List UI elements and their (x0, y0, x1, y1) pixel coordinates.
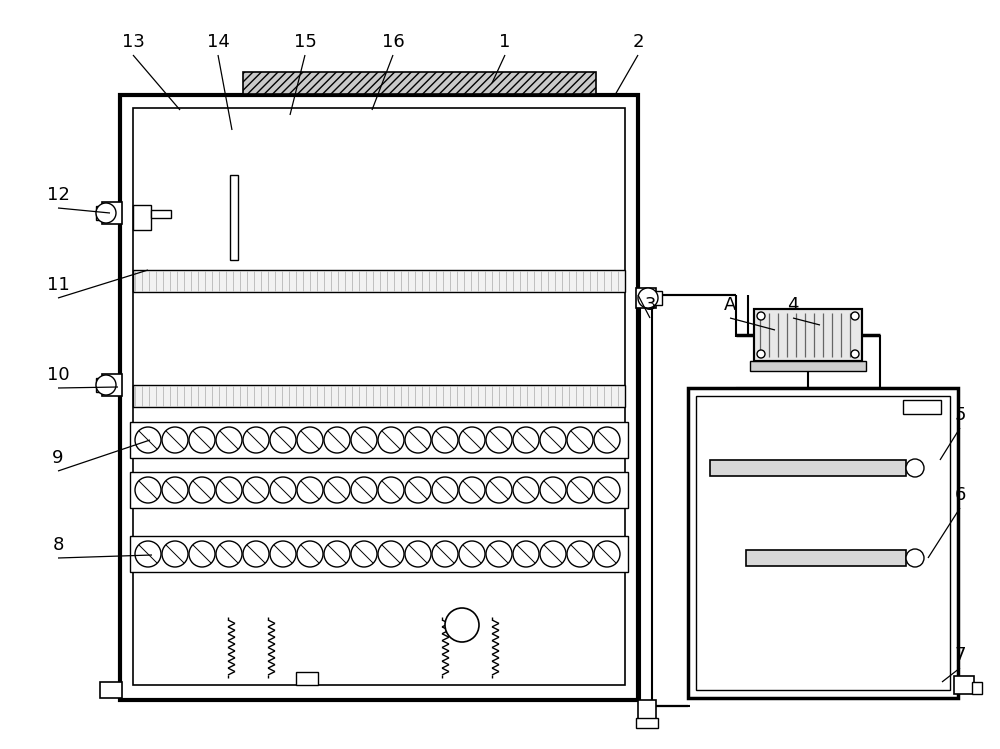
Bar (296, 672, 318, 685)
Bar (96, 206, 104, 220)
Bar (100, 682, 122, 698)
Bar (754, 309, 862, 361)
Text: 7: 7 (954, 646, 966, 664)
Bar (102, 374, 122, 396)
Bar (96, 378, 104, 392)
Bar (133, 108, 625, 685)
Text: A: A (724, 296, 736, 314)
Bar (133, 205, 151, 230)
Text: 2: 2 (632, 33, 644, 51)
Text: 13: 13 (122, 33, 144, 51)
Text: 15: 15 (294, 33, 316, 51)
Bar (746, 550, 906, 566)
Text: 14: 14 (207, 33, 229, 51)
Bar (636, 288, 656, 308)
Text: 6: 6 (954, 486, 966, 504)
Text: 8: 8 (52, 536, 64, 554)
Bar (243, 72, 596, 94)
Bar (130, 536, 628, 572)
Circle shape (851, 312, 859, 320)
Text: 5: 5 (954, 406, 966, 424)
Text: 12: 12 (47, 186, 69, 204)
Bar (133, 270, 625, 292)
Text: 10: 10 (47, 366, 69, 384)
Circle shape (757, 312, 765, 320)
Circle shape (96, 203, 116, 223)
Circle shape (906, 549, 924, 567)
Bar (636, 718, 658, 728)
Text: 3: 3 (644, 296, 656, 314)
Bar (133, 385, 625, 407)
Circle shape (906, 459, 924, 477)
Text: 9: 9 (52, 449, 64, 467)
Text: 11: 11 (47, 276, 69, 294)
Text: 4: 4 (787, 296, 799, 314)
Circle shape (96, 375, 116, 395)
Bar (954, 676, 974, 694)
Circle shape (851, 350, 859, 358)
Bar (972, 682, 982, 694)
Text: 16: 16 (382, 33, 404, 51)
Bar (903, 400, 941, 414)
Bar (638, 700, 656, 720)
Bar (696, 396, 950, 690)
Bar (130, 422, 628, 458)
Bar (750, 361, 866, 371)
Circle shape (638, 288, 658, 308)
Bar (151, 210, 171, 218)
Bar (654, 291, 662, 305)
Text: 1: 1 (499, 33, 511, 51)
Bar (688, 388, 958, 698)
Bar (710, 460, 906, 476)
Circle shape (445, 608, 479, 642)
Bar (130, 472, 628, 508)
Bar (754, 309, 862, 361)
Bar (230, 175, 238, 260)
Bar (120, 95, 638, 700)
Bar (102, 202, 122, 224)
Circle shape (757, 350, 765, 358)
